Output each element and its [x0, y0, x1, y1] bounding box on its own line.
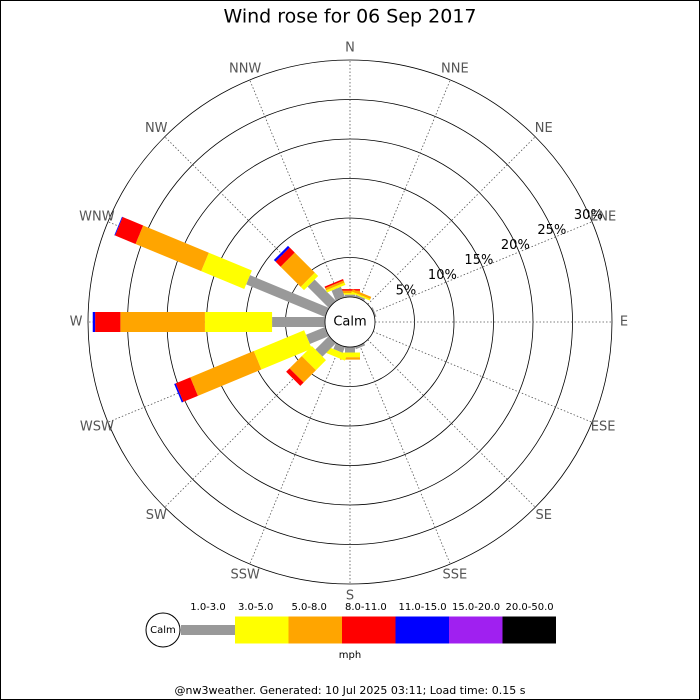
direction-label: E [620, 315, 628, 330]
bar-segment [351, 291, 371, 301]
bar-segment [301, 346, 326, 371]
bar-segment [300, 272, 319, 291]
bar-segment [120, 312, 205, 332]
bar-segment [326, 282, 346, 293]
spoke [372, 221, 593, 313]
bar-segment [115, 217, 144, 244]
ring-label: 25% [537, 223, 566, 238]
direction-label: SSE [442, 568, 467, 583]
direction-label: NNE [441, 61, 469, 76]
bar-segment [246, 275, 329, 318]
calm-circle [324, 296, 376, 348]
ring-label: 10% [428, 268, 457, 283]
bar-segment [345, 294, 355, 297]
bar-segment [331, 286, 346, 301]
direction-label: NNW [229, 61, 261, 76]
direction-label: SE [536, 508, 552, 523]
bar-segment [201, 252, 252, 290]
bar-segment [135, 225, 209, 272]
ring-label: 5% [396, 283, 417, 298]
direction-label: SW [146, 508, 167, 523]
spoke [359, 344, 451, 565]
bar-segment [190, 351, 262, 396]
ring [87, 59, 613, 585]
direction-label: NW [145, 121, 168, 136]
direction-label: W [70, 315, 83, 330]
legend-swatch [395, 616, 449, 644]
direction-label: SSW [230, 568, 260, 583]
legend-label: 8.0-11.0 [345, 602, 387, 613]
bar-segment [371, 307, 377, 318]
direction-label: WSW [80, 419, 114, 434]
bar-segment [306, 326, 329, 345]
bar-segment [286, 368, 304, 386]
bar-segment [351, 289, 372, 300]
legend-swatch [449, 616, 503, 644]
legend-swatch [342, 616, 396, 644]
legend-label: 15.0-20.0 [452, 602, 500, 613]
bar-segment [354, 294, 366, 301]
legend-calm [145, 612, 181, 648]
bar-segment [175, 377, 198, 402]
direction-label: N [345, 41, 355, 56]
bar-segment [354, 343, 366, 350]
chart-title: Wind rose for 06 Sep 2017 [223, 6, 476, 28]
bar-segment [333, 343, 346, 353]
spoke [372, 331, 593, 423]
legend-swatch [235, 616, 289, 644]
legend-swatch [288, 616, 342, 644]
calm-label: Calm [333, 315, 366, 330]
legend-calm-label: Calm [150, 625, 176, 636]
bar-segment [275, 247, 295, 267]
bar-segment [345, 347, 355, 353]
bar-segment [174, 383, 184, 403]
direction-label: S [346, 589, 354, 604]
ring-label: 20% [501, 238, 530, 253]
bar-segment [307, 279, 336, 308]
spoke [359, 79, 451, 300]
bar-segment [325, 280, 345, 291]
bar-segment [204, 312, 273, 332]
legend-label: 1.0-3.0 [190, 602, 225, 613]
unit-label: mph [339, 650, 361, 661]
bar-segment [326, 347, 348, 361]
bar-segment [289, 356, 316, 383]
bar-segment [324, 279, 344, 289]
legend-swatch [502, 616, 556, 644]
direction-label: ESE [591, 419, 616, 434]
bar-segment [273, 245, 290, 262]
direction-label: WNW [79, 210, 115, 225]
footer: @nw3weather. Generated: 10 Jul 2025 03:1… [175, 684, 526, 697]
bar-segment [253, 330, 312, 370]
spoke [367, 339, 536, 508]
legend-label: 5.0-8.0 [292, 602, 327, 613]
bar-segment [315, 336, 336, 357]
bar-segment [280, 252, 315, 287]
legend-label: 20.0-50.0 [506, 602, 554, 613]
bar-segment [272, 317, 325, 327]
direction-label: ENE [590, 210, 616, 225]
legend-label: 11.0-15.0 [399, 602, 447, 613]
legend-label: 3.0-5.0 [238, 602, 273, 613]
legend-swatch [181, 625, 235, 635]
ring-label: 15% [464, 253, 493, 268]
spoke [249, 79, 341, 300]
spoke [249, 344, 341, 565]
bar-segment [92, 312, 96, 332]
bar-segment [340, 289, 360, 291]
spoke [367, 136, 536, 305]
direction-label: NE [535, 121, 553, 136]
ring-label: 30% [574, 208, 603, 223]
bar-segment [114, 216, 123, 236]
bar-segment [95, 312, 121, 332]
